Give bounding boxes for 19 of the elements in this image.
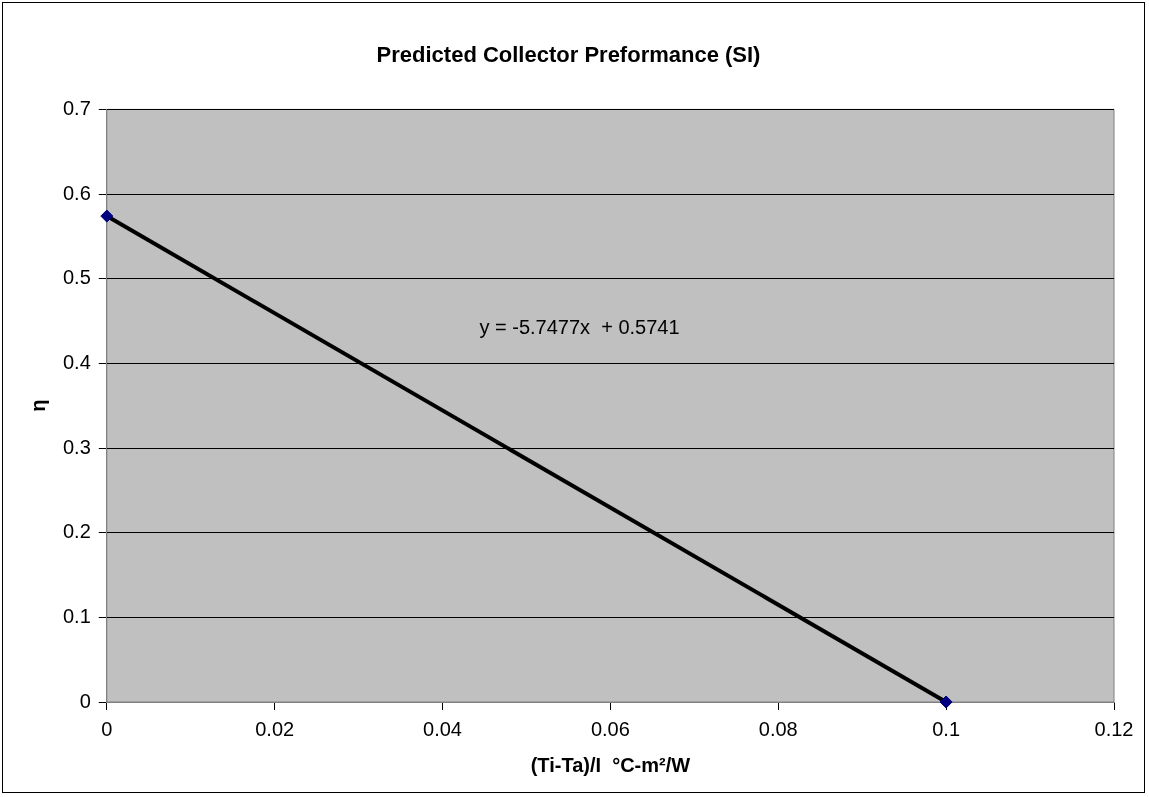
chart-title: Predicted Collector Preformance (SI) (376, 42, 761, 68)
y-tick-label: 0.4 (62, 350, 91, 373)
y-tick-label: 0.5 (62, 266, 91, 289)
annotation: y = -5.7477x + 0.5741 (479, 316, 680, 339)
y-axis-title: η (26, 399, 49, 412)
x-tick-label: 0.04 (423, 717, 462, 740)
x-tick-label: 0 (101, 717, 113, 740)
y-tick-label: 0.6 (62, 181, 91, 204)
y-tick-label: 0.7 (62, 96, 91, 119)
y-tick-label: 0 (79, 689, 91, 712)
x-axis-title: (Ti-Ta)/I °C-m²/W (530, 753, 691, 776)
y-tick-label: 0.1 (62, 604, 91, 627)
x-tick-label: 0.06 (590, 717, 630, 740)
y-tick-label: 0.2 (62, 520, 91, 543)
x-tick-label: 0.02 (255, 717, 295, 740)
x-tick-label: 0.08 (758, 717, 798, 740)
y-tick-label: 0.3 (62, 435, 91, 458)
x-tick-label: 0.1 (932, 717, 961, 740)
x-tick-label: 0.12 (1094, 717, 1134, 740)
